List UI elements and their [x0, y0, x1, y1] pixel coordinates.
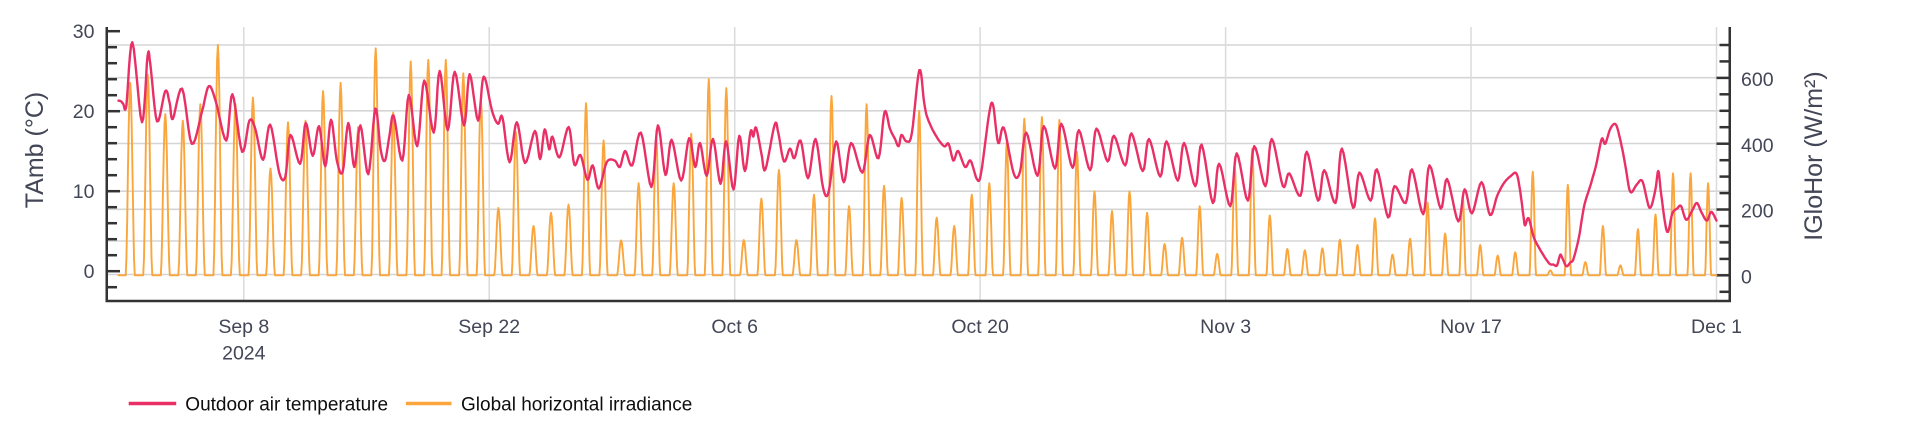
svg-text:10: 10: [73, 181, 95, 203]
svg-text:Oct 20: Oct 20: [951, 316, 1009, 338]
svg-text:Oct 6: Oct 6: [711, 316, 758, 338]
svg-text:IGloHor (W/m²): IGloHor (W/m²): [1800, 71, 1828, 240]
svg-text:Nov 17: Nov 17: [1440, 316, 1502, 338]
svg-text:30: 30: [73, 21, 95, 43]
svg-text:TAmb (°C): TAmb (°C): [21, 92, 49, 208]
svg-text:600: 600: [1741, 69, 1774, 91]
svg-text:20: 20: [73, 101, 95, 123]
svg-text:200: 200: [1741, 201, 1774, 223]
svg-text:Outdoor air temperature: Outdoor air temperature: [185, 394, 388, 415]
svg-text:0: 0: [1741, 267, 1752, 289]
svg-text:400: 400: [1741, 135, 1774, 157]
svg-text:Nov 3: Nov 3: [1200, 316, 1251, 338]
svg-text:Sep 22: Sep 22: [458, 316, 520, 338]
svg-text:0: 0: [84, 261, 95, 283]
svg-text:Global horizontal irradiance: Global horizontal irradiance: [461, 394, 692, 415]
svg-text:Dec 1: Dec 1: [1691, 316, 1742, 338]
svg-text:2024: 2024: [222, 343, 266, 365]
svg-text:Sep 8: Sep 8: [218, 316, 269, 338]
